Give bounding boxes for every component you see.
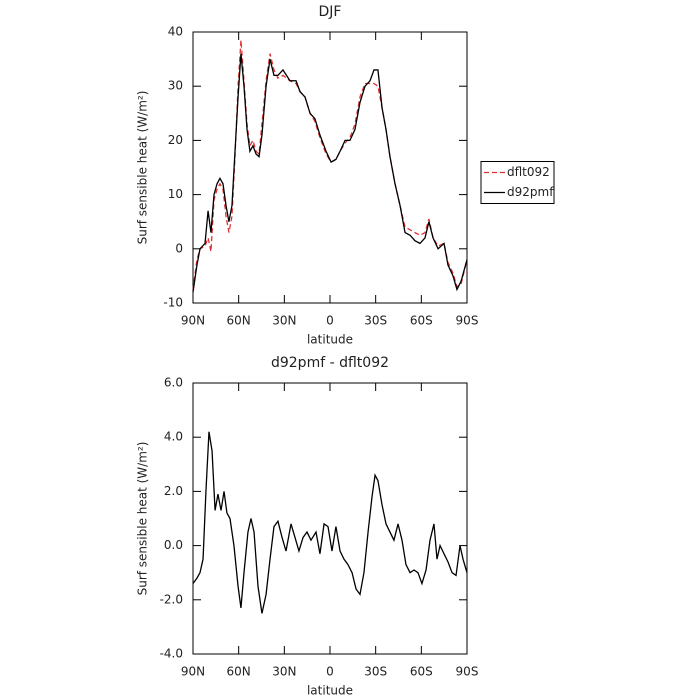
- legend-box: [480, 161, 555, 204]
- legend-label: d92pmf: [507, 185, 554, 199]
- x-tick-label: 30S: [364, 665, 387, 679]
- series-line: [192, 53, 468, 293]
- x-tick-label: 90N: [181, 314, 205, 328]
- series-line: [192, 431, 468, 614]
- x-tick-label: 30N: [272, 665, 296, 679]
- chart-title: DJF: [319, 4, 342, 20]
- plot-frame: [192, 31, 468, 304]
- legend-label: dflt092: [507, 165, 550, 179]
- y-tick-label: -4.0: [160, 647, 183, 661]
- y-tick-label: 10: [168, 187, 183, 201]
- x-axis-label: latitude: [307, 333, 353, 347]
- x-tick-label: 90S: [456, 314, 479, 328]
- x-tick-label: 0: [326, 665, 334, 679]
- plot-frame: [192, 382, 468, 655]
- series-line: [192, 40, 468, 290]
- x-tick-label: 90N: [181, 665, 205, 679]
- x-tick-label: 90S: [456, 665, 479, 679]
- x-tick-label: 60N: [227, 665, 251, 679]
- y-tick-label: 4.0: [164, 430, 183, 444]
- x-tick-label: 60S: [410, 314, 433, 328]
- y-tick-label: -10: [163, 296, 183, 310]
- x-tick-label: 30N: [272, 314, 296, 328]
- y-tick-label: 6.0: [164, 376, 183, 390]
- x-tick-label: 30S: [364, 314, 387, 328]
- chart-title: d92pmf - dflt092: [271, 355, 389, 371]
- x-tick-label: 60S: [410, 665, 433, 679]
- y-tick-label: -2.0: [160, 592, 183, 606]
- y-tick-label: 0.0: [164, 538, 183, 552]
- y-tick-label: 2.0: [164, 484, 183, 498]
- y-tick-label: 30: [168, 79, 183, 93]
- y-tick-label: 0: [175, 241, 183, 255]
- y-axis-label: Surf sensible heat (W/m²): [136, 442, 150, 596]
- x-tick-label: 0: [326, 314, 334, 328]
- x-tick-label: 60N: [227, 314, 251, 328]
- x-axis-label: latitude: [307, 684, 353, 698]
- y-tick-label: 40: [168, 25, 183, 39]
- y-tick-label: 20: [168, 133, 183, 147]
- y-axis-label: Surf sensible heat (W/m²): [136, 91, 150, 245]
